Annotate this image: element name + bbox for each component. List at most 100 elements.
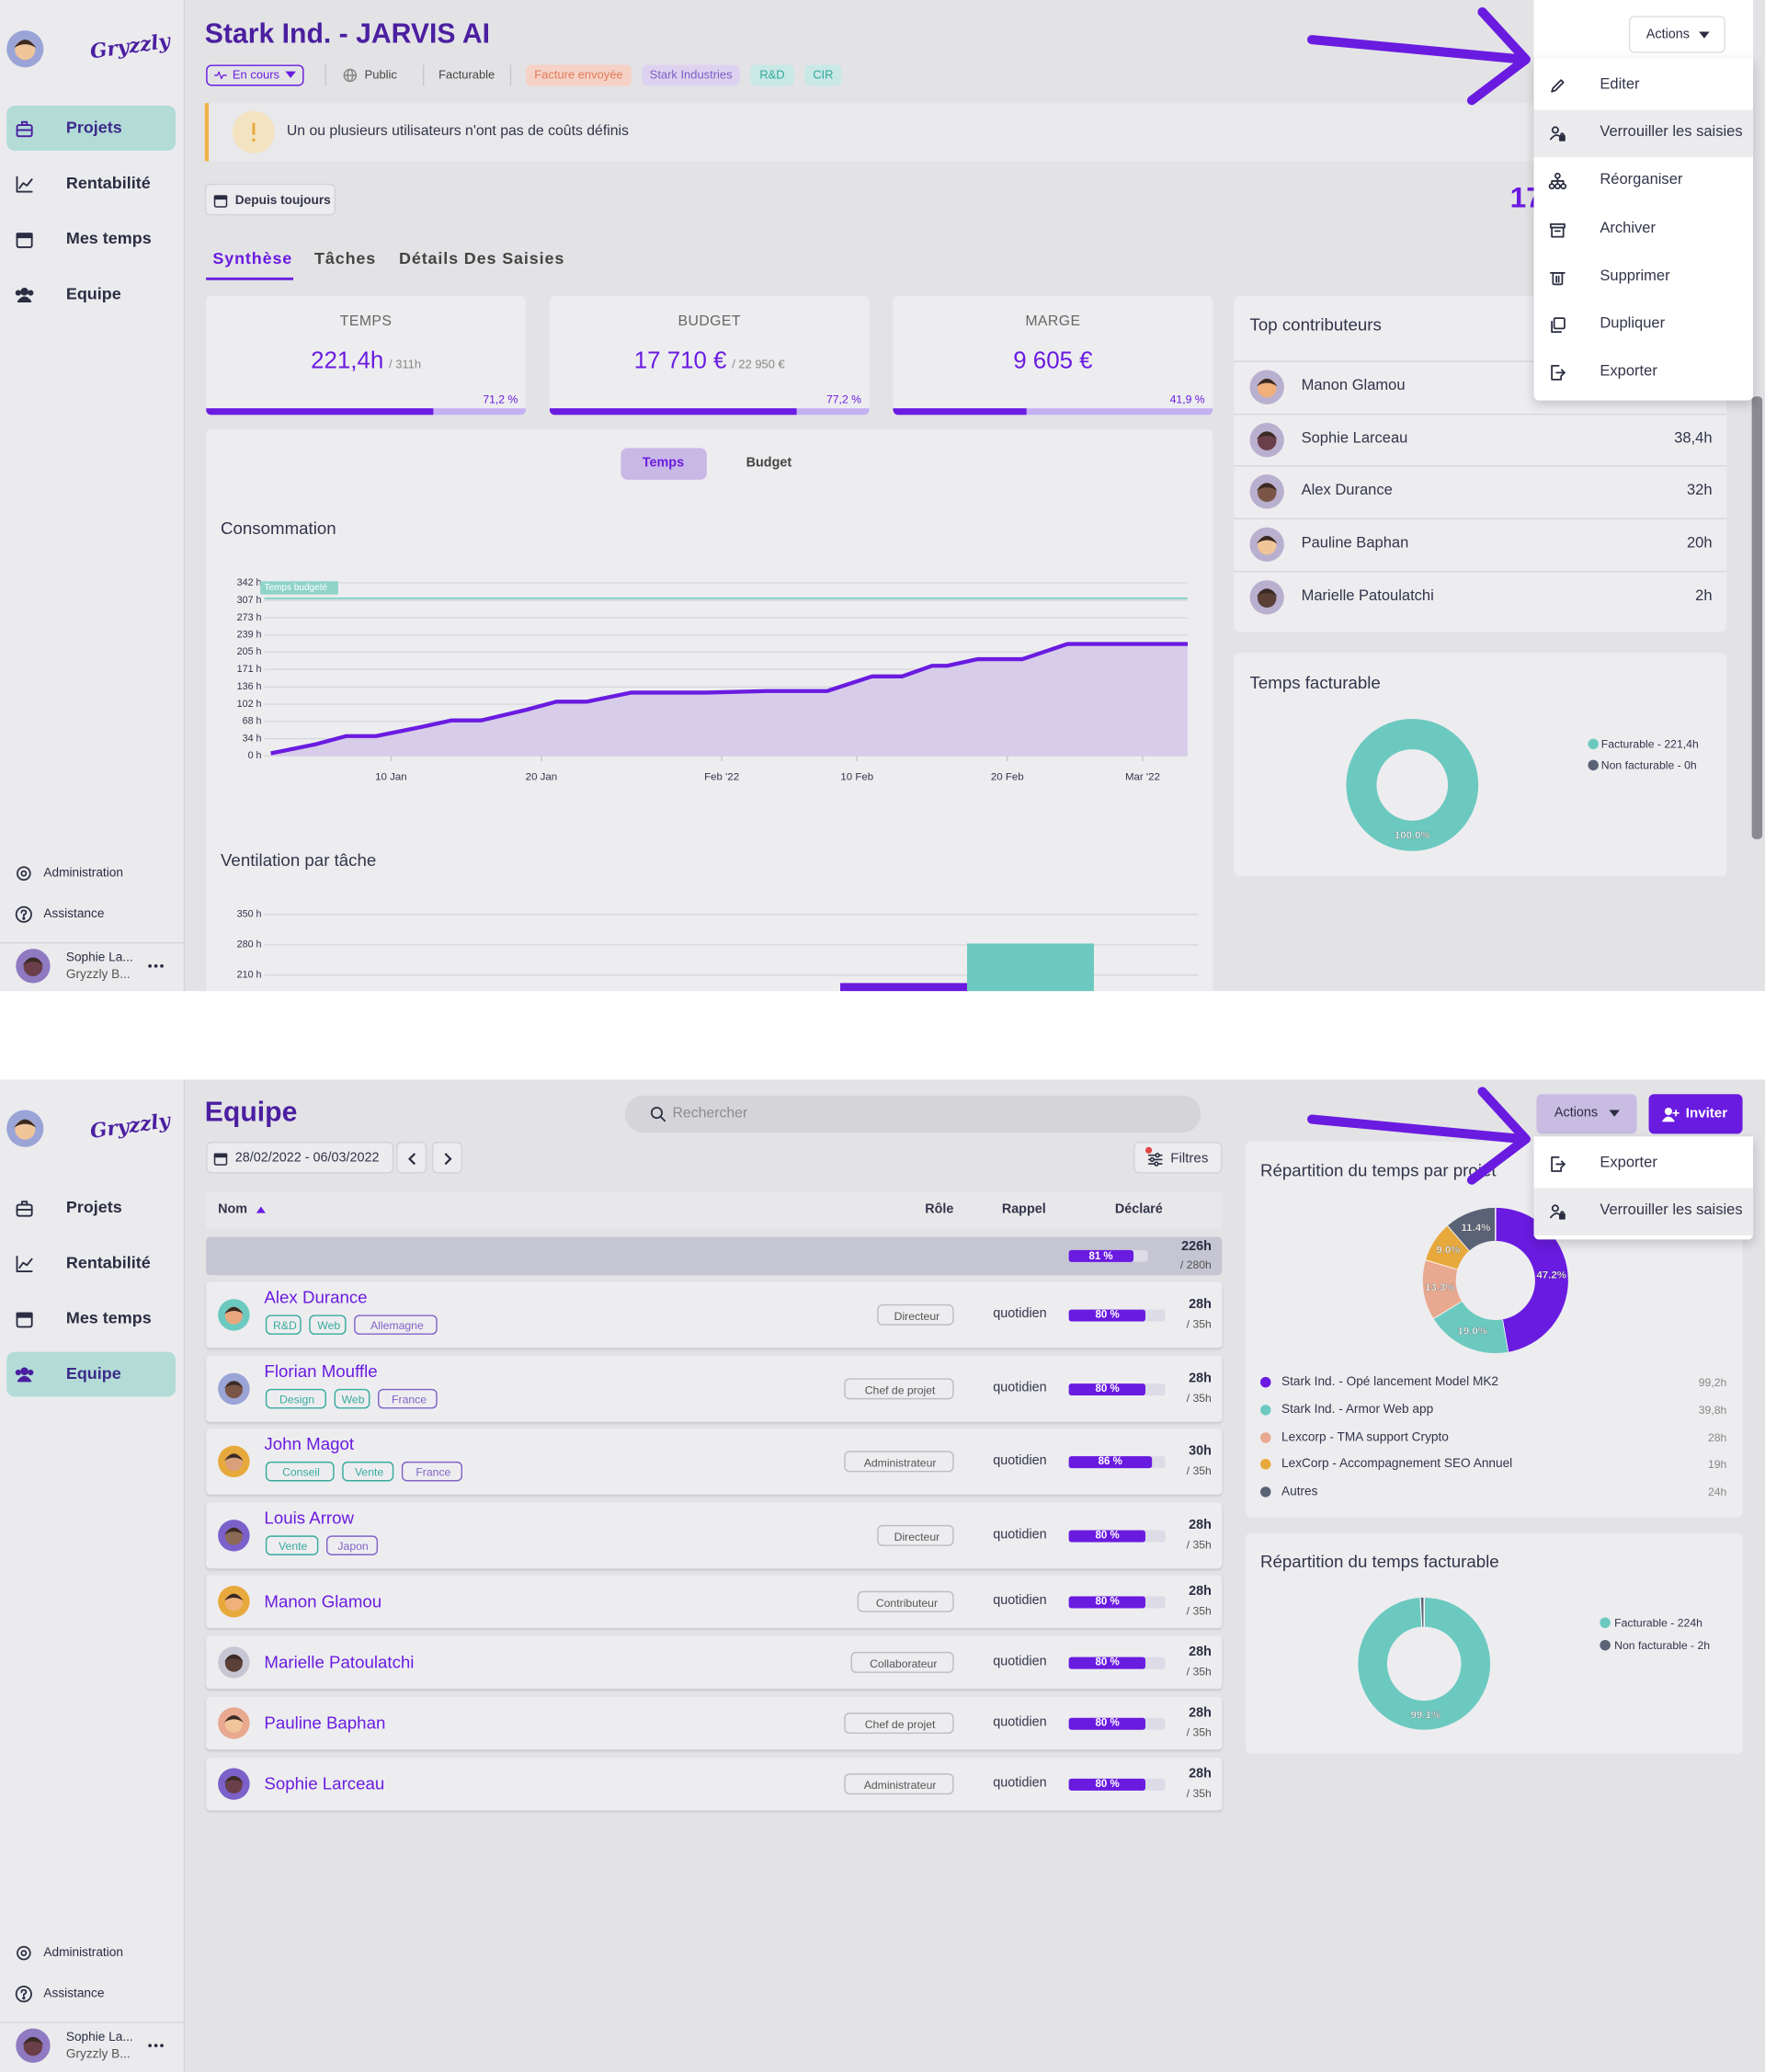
reminder: quotidien [993,1453,1047,1469]
row-divider [1234,570,1727,573]
column-header: Déclaré [1114,1202,1163,1217]
shape [20,1988,28,1997]
toggle-button[interactable]: Temps [621,448,707,480]
arrow-head [1466,6,1531,106]
menu-item[interactable]: Editer [1534,63,1754,110]
legend-label: Lexcorp - TMA support Crypto [1281,1429,1449,1445]
member-tag-label: R&D [273,1318,297,1332]
avatar [1249,422,1284,457]
nav-item[interactable]: Mes temps [6,1296,176,1341]
y-tick-label: 171 h [237,664,262,675]
legend-hours: 19h [1707,1457,1727,1472]
member-tag: R&D [265,1315,302,1335]
kpi-progress-label: 71,2 % [483,392,518,406]
footer-link[interactable]: Assistance [43,1987,105,2001]
member-tag: Conseil [265,1461,335,1482]
kpi-bar [549,408,797,416]
tab[interactable]: Synthèse [212,248,293,268]
project-screen: Gryzzly Projets Rentabilité Mes temps Equipe… [0,0,1765,992]
reminder: quotidien [993,1527,1047,1543]
prev-button[interactable] [396,1142,427,1174]
donut-segment [1422,1207,1568,1353]
shape [20,909,28,917]
status-pill[interactable]: En cours [206,64,304,86]
shape [213,195,228,200]
card-title: Répartition du temps facturable [1260,1551,1499,1572]
avatar-hair [224,1453,244,1462]
next-button[interactable] [431,1142,462,1174]
menu-item[interactable]: Verrouiller les saisies [1533,109,1754,158]
member-row[interactable]: Marielle Patoulatchi Collaborateur quotidi… [206,1635,1223,1690]
member-row[interactable]: John Magot Conseil Vente France Administrate… [206,1428,1223,1495]
footer-link[interactable]: Administration [43,1945,123,1961]
avatar-hair [22,2036,44,2045]
more-icon [148,963,164,968]
nav-item[interactable]: Projets [6,1185,176,1230]
avatar-hair [1256,588,1278,597]
member-capacity: / 35h [1186,1665,1212,1679]
filters-button[interactable]: Filtres [1133,1142,1223,1174]
role-label: Chef de projet [864,1383,936,1396]
nav-item[interactable]: Mes temps [6,217,176,262]
menu-item[interactable]: Exporter [1534,1141,1754,1189]
shape [1551,1156,1563,1172]
member-row[interactable]: Alex Durance R&D Web Allemagne Directeur quot… [206,1281,1223,1349]
period-button[interactable]: 28/02/2022 - 06/03/2022 [206,1142,394,1174]
y-tick-label: 68 h [243,716,262,727]
kpi-total: / 311h [389,357,422,371]
line-chart: 0 h 34 h 68 h 102 h 136 h 171 h 205 h 239 h 273 … [237,577,1188,782]
reminder: quotidien [993,1654,1047,1669]
tab[interactable]: Détails Des Saisies [399,248,565,268]
row-divider [1234,413,1727,415]
member-row[interactable]: Louis Arrow Vente Japon Directeur quotidien 8… [206,1502,1223,1569]
shape [20,1200,28,1205]
shape [1560,1211,1565,1215]
menu-item[interactable]: Dupliquer [1534,302,1754,349]
nav-item[interactable]: Projets [6,106,176,151]
actions-button[interactable]: Actions [1628,16,1725,53]
avatar-hair [224,1593,244,1601]
menu-item[interactable]: Supprimer [1534,254,1754,302]
column-header[interactable]: Nom [218,1202,248,1217]
menu-item[interactable]: Verrouiller les saisies [1533,1188,1754,1236]
menu-item[interactable]: Réorganiser [1534,158,1754,206]
table-header: Nom Rôle Rappel Déclaré [206,1191,1223,1229]
menu-item[interactable]: Exporter [1534,349,1754,397]
member-row[interactable]: Pauline Baphan Chef de projet quotidien 80 … [206,1696,1223,1750]
member-row[interactable]: Manon Glamou Contributeur quotidien 80 % 28h… [206,1575,1223,1628]
nav-item[interactable]: Equipe [6,272,176,317]
shape [1560,183,1567,190]
period-label: Depuis toujours [234,193,331,209]
annotation-arrow [1307,1087,1531,1185]
segment-gap [1433,1300,1463,1319]
page-title: Equipe [204,1097,298,1128]
nav-item[interactable]: Rentabilité [6,1241,176,1286]
menu-item[interactable]: Archiver [1534,206,1754,254]
toggle-button[interactable]: Budget [726,448,812,480]
member-row[interactable]: Sophie Larceau Administrateur quotidien 80 … [206,1757,1223,1811]
calendar-icon [15,232,32,248]
shape [1548,183,1555,190]
footer-link[interactable]: Assistance [43,906,105,922]
invite-button[interactable]: Inviter [1648,1094,1743,1134]
x-tick-label: 10 Feb [840,771,873,782]
actions-button[interactable]: Actions [1536,1094,1637,1134]
tag-label: Stark Industries [649,68,733,82]
shape [15,905,32,923]
shape [1154,1152,1160,1157]
progress-bar: 80 % [1068,1529,1146,1542]
tab[interactable]: Tâches [314,248,377,268]
userplus-icon [1661,1107,1680,1121]
member-name: Alex Durance [264,1287,368,1307]
nav-item[interactable]: Rentabilité [6,161,176,206]
search-box[interactable]: Rechercher [624,1095,1201,1133]
progress-bar: 80 % [1068,1717,1146,1729]
search-placeholder: Rechercher [672,1105,748,1121]
gear-icon [17,1945,31,1961]
shape [285,71,296,78]
footer-link[interactable]: Administration [43,866,123,881]
period-button[interactable]: Depuis toujours [204,183,336,216]
member-row[interactable]: Florian Mouffle Design Web France Chef de pr… [206,1355,1223,1422]
nav-item[interactable]: Equipe [6,1351,176,1397]
avatar [16,949,51,984]
